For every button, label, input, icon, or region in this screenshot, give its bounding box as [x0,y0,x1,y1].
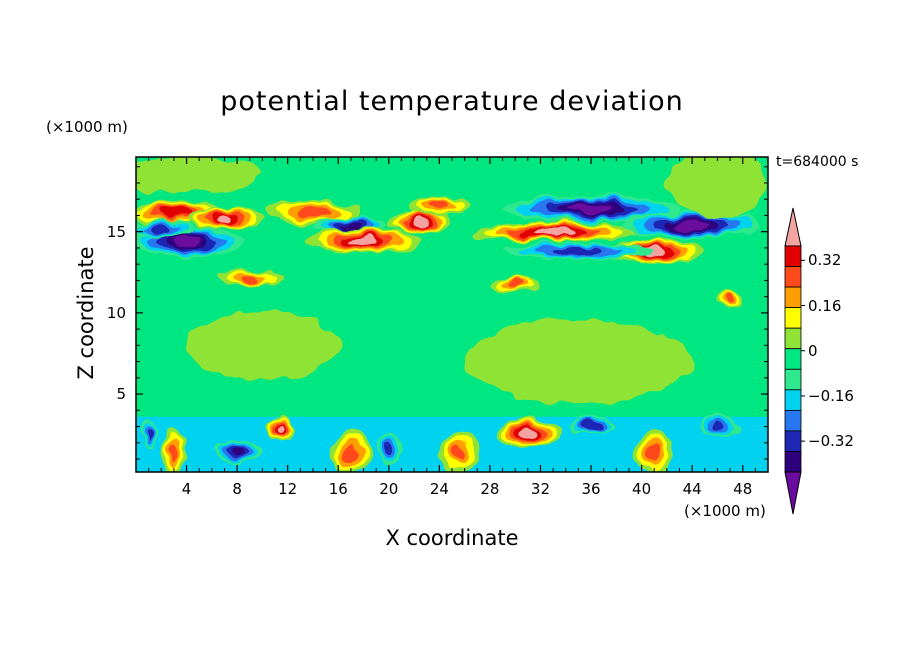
x-tick-label: 28 [480,480,500,498]
contour-feature-9-level-6 [534,227,573,236]
colorbar-bottom-triangle [784,471,802,515]
colorbar-tick-label: 0.16 [808,296,842,315]
y-axis-unit: (×1000 m) [46,118,128,136]
contour-feature-6-level-6 [350,237,377,246]
x-tick-label: 4 [181,480,192,498]
contour-feature-31-level-1 [136,157,263,194]
contour-feature-11-level-6 [570,204,612,214]
x-tick-label: 24 [429,480,449,498]
colorbar-box-8 [784,409,802,432]
y-tick-label: 15 [106,222,126,241]
colorbar-tick-label: −0.16 [808,386,854,405]
contour-feature-28-level-4 [711,421,724,432]
x-axis-label: X coordinate [385,526,519,550]
contour-feature-18-level-6 [277,425,285,435]
colorbar-box-6 [784,368,802,391]
x-tick-label: 12 [278,480,298,498]
contour-feature-5-level-5 [340,222,362,232]
colorbar-tick-label: 0.32 [808,251,842,270]
contour-feature-30-level-1 [464,318,693,405]
contour-feature-12-level-6 [676,220,709,230]
colorbar-box-0 [784,245,802,267]
colorbar-tick-label: 0 [808,341,818,360]
x-tick-label: 48 [733,480,753,498]
colorbar-top-triangle [784,207,802,247]
colorbar [784,207,805,515]
contour-feature-25-level-4 [384,442,394,456]
contour-feature-8-level-4 [428,201,450,211]
contour-feature-21-level-4 [344,444,358,462]
contour-feature-20-level-4 [169,444,179,462]
colorbar-box-1 [784,266,802,288]
x-tick-label: 16 [328,480,348,498]
colorbar-box-9 [784,430,802,452]
x-tick-label: 32 [530,480,551,498]
contour-field [136,157,768,472]
contour-feature-27-level-5 [584,422,598,431]
contour-feature-29-level-1 [186,310,339,380]
y-tick-marks [136,166,768,460]
x-tick-label: 40 [632,480,652,498]
chart-title: potential temperature deviation [220,86,684,117]
contour-feature-7-level-6 [413,217,428,227]
x-tick-label: 36 [581,480,601,498]
contour-feature-1-level-6 [215,214,234,223]
contour-feature-32-level-1 [666,157,768,218]
colorbar-box-2 [784,286,802,309]
time-label: t=684000 s [776,154,859,170]
contour-feature-2-level-6 [173,236,200,247]
contour-feature-4-level-4 [296,206,330,218]
y-tick-label: 10 [106,303,126,322]
colorbar-tick-label: −0.32 [808,432,854,451]
contour-feature-24-level-5 [230,447,245,458]
contour-feature-16-level-4 [506,279,524,288]
contour-feature-17-level-4 [725,295,735,305]
contour-feature-23-level-4 [647,444,661,462]
contour-feature-26-level-4 [146,428,152,441]
contour-feature-3-level-4 [150,224,172,233]
x-tick-label: 20 [379,480,399,498]
contour-feature-22-level-4 [452,444,465,462]
colorbar-box-7 [784,389,802,411]
x-tick-label: 44 [682,480,702,498]
colorbar-box-3 [784,307,802,329]
contour-feature-19-level-6 [520,428,536,439]
y-tick-label: 5 [116,385,126,404]
colorbar-box-4 [784,327,802,350]
contour-feature-15-level-4 [239,272,261,282]
x-axis-unit: (×1000 m) [684,502,766,520]
colorbar-box-5 [784,348,802,370]
x-tick-marks [148,157,756,472]
contour-feature-13-level-4 [553,247,604,256]
colorbar-box-10 [784,451,802,473]
x-tick-label: 8 [232,480,242,498]
contour-feature-0-level-6 [163,207,185,217]
